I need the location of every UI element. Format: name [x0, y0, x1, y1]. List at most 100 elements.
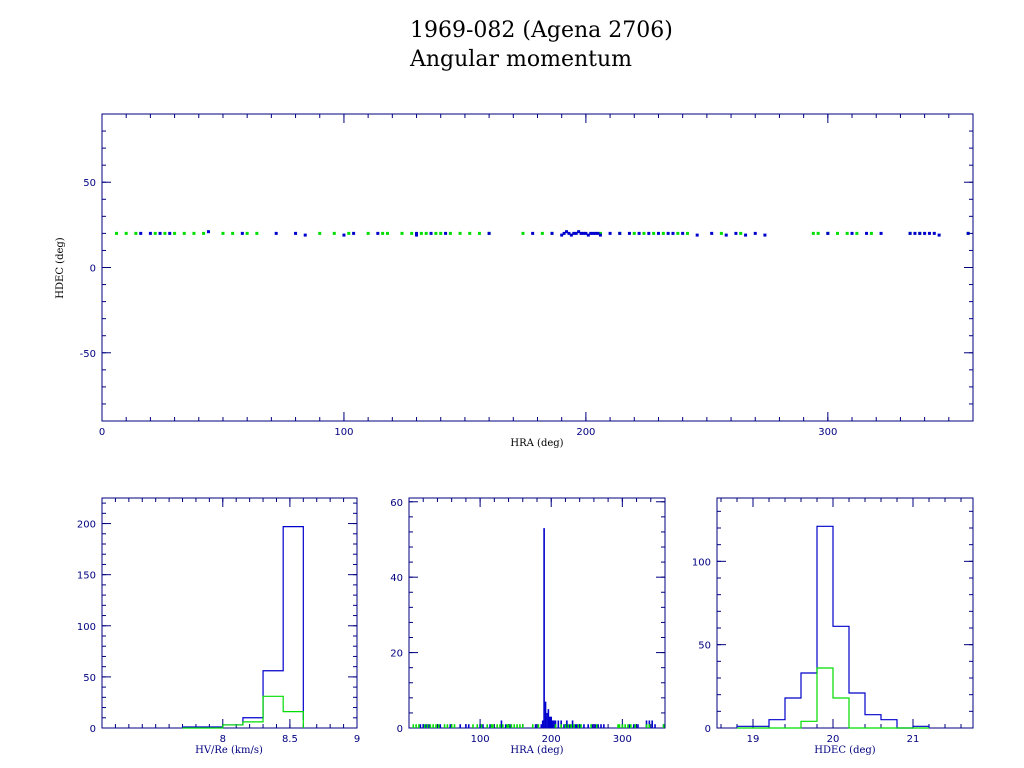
- green-point: [192, 231, 196, 235]
- blue-point: [627, 231, 631, 235]
- y-tick-label: 0: [90, 264, 96, 275]
- hist-hdec-x-label: HDEC (deg): [814, 745, 875, 756]
- blue-point: [444, 231, 448, 235]
- x-tick-label: 300: [818, 427, 837, 438]
- blue-point: [572, 231, 576, 235]
- hist-hv-frame: [101, 497, 358, 729]
- green-point: [521, 231, 525, 235]
- blue-point: [579, 231, 583, 235]
- blue-point: [932, 231, 936, 235]
- green-point: [632, 231, 636, 235]
- blue-point: [376, 231, 380, 235]
- blue-point: [586, 233, 590, 237]
- hist-hv-panel: 8 8.5 9 0 50 100 150 200 HV/Re (km/s): [77, 497, 360, 756]
- green-point: [458, 231, 462, 235]
- chart-title: 1969-082 (Agena 2706) Angular momentum: [410, 16, 830, 74]
- hist-hv-bars: [181, 526, 304, 729]
- blue-point: [763, 233, 767, 237]
- green-point: [332, 231, 336, 235]
- blue-point: [908, 231, 912, 235]
- green-point: [410, 231, 414, 235]
- green-point: [477, 231, 481, 235]
- green-point: [676, 231, 680, 235]
- green-point: [816, 231, 820, 235]
- blue-point: [927, 231, 931, 235]
- x-tick-label: 300: [613, 734, 632, 745]
- blue-point: [303, 233, 307, 237]
- scatter-x-label: HRA (deg): [510, 438, 563, 449]
- blue-point: [923, 231, 927, 235]
- blue-point: [591, 231, 595, 235]
- blue-point: [656, 231, 660, 235]
- green-point: [845, 231, 849, 235]
- blue-point: [966, 231, 970, 235]
- green-point: [739, 231, 743, 235]
- x-tick-label: 200: [576, 427, 595, 438]
- y-tick-label: 20: [390, 649, 403, 660]
- x-tick-label: 19: [747, 734, 760, 745]
- blue-point: [594, 231, 598, 235]
- y-tick-label: 60: [390, 498, 403, 509]
- green-point: [439, 231, 443, 235]
- blue-point: [294, 231, 298, 235]
- blue-point: [637, 231, 641, 235]
- blue-point: [531, 231, 535, 235]
- blue-point: [168, 231, 172, 235]
- green-point: [115, 231, 119, 235]
- green-point: [318, 231, 322, 235]
- blue-point: [274, 231, 278, 235]
- blue-point: [913, 231, 917, 235]
- x-tick-label: 200: [542, 734, 561, 745]
- green-point: [598, 231, 602, 235]
- green-point: [221, 231, 225, 235]
- blue-point: [560, 233, 564, 237]
- green-point: [434, 231, 438, 235]
- blue-point: [577, 230, 581, 234]
- blue-point: [565, 230, 569, 234]
- green-point: [182, 231, 186, 235]
- blue-point: [879, 231, 883, 235]
- green-point: [686, 231, 690, 235]
- green-point: [381, 231, 385, 235]
- blue-point: [352, 231, 356, 235]
- green-point: [366, 231, 370, 235]
- green-point: [385, 231, 389, 235]
- hist-hra-frame: [408, 497, 666, 729]
- blue-point: [695, 233, 699, 237]
- green-point: [652, 231, 656, 235]
- y-tick-label: 50: [83, 178, 96, 189]
- x-tick-label: 100: [334, 427, 353, 438]
- green-point: [448, 231, 452, 235]
- x-tick-label: 21: [907, 734, 920, 745]
- blue-point: [671, 231, 675, 235]
- blue-point: [415, 231, 419, 235]
- x-tick-label: 8.5: [282, 734, 298, 745]
- green-point: [468, 231, 472, 235]
- green-point: [661, 231, 665, 235]
- blue-point: [681, 231, 685, 235]
- blue-point: [826, 231, 830, 235]
- blue-point: [589, 231, 593, 235]
- blue-point: [724, 233, 728, 237]
- x-tick-label: 8: [220, 734, 226, 745]
- green-point: [153, 231, 157, 235]
- hist-hra-bars: [412, 528, 665, 728]
- green-point: [400, 231, 404, 235]
- scatter-ticks: 0 100 200 300 -50 0 50: [80, 113, 974, 438]
- green-point: [811, 231, 815, 235]
- blue-point: [596, 231, 600, 235]
- blue-point: [734, 231, 738, 235]
- green-point: [540, 231, 544, 235]
- blue-point: [937, 233, 941, 237]
- blue-point: [850, 231, 854, 235]
- green-point: [245, 231, 249, 235]
- blue-point: [158, 231, 162, 235]
- blue-point: [753, 231, 757, 235]
- blue-point: [918, 231, 922, 235]
- hist-hra-ticks: 100 200 300 0 20 40 60: [390, 498, 666, 745]
- scatter-panel: 0 100 200 300 -50 0 50 HRA (deg) HDEC (deg): [55, 113, 974, 449]
- hist-hra-x-label: HRA (deg): [510, 745, 563, 756]
- blue-point: [598, 233, 602, 237]
- green-histogram-step: [737, 667, 929, 729]
- blue-point: [139, 231, 143, 235]
